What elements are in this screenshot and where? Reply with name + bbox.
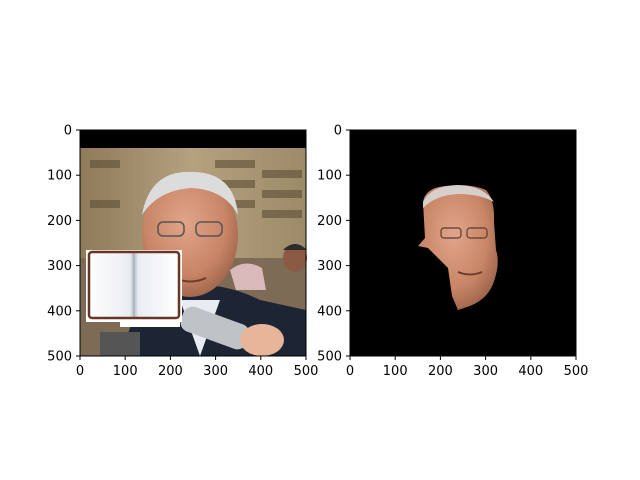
right-y-tick-label-500: 500 <box>317 350 342 365</box>
hair <box>142 171 238 215</box>
top-black-bar <box>80 130 306 148</box>
left-x-tick-label-500: 500 <box>294 364 319 379</box>
left-x-tick-label-200: 200 <box>158 364 183 379</box>
right-x-tick-label-500: 500 <box>564 364 589 379</box>
right-y-tick-label-300: 300 <box>317 259 342 274</box>
right-x-tick-label-100: 100 <box>383 364 408 379</box>
left-x-tick-label-0: 0 <box>76 364 84 379</box>
right-y-tick-label-200: 200 <box>317 214 342 229</box>
right-x-tick-label-400: 400 <box>518 364 543 379</box>
right-y-ticks: 0 100 200 300 400 500 <box>317 124 350 365</box>
left-photo <box>80 130 307 356</box>
left-x-tick-label-300: 300 <box>203 364 228 379</box>
face-segment <box>418 185 498 310</box>
left-axes-frame <box>79 129 307 357</box>
right-y-tick-label-0: 0 <box>334 124 342 139</box>
right-y-tick-label-100: 100 <box>317 169 342 184</box>
right-x-tick-label-0: 0 <box>346 364 354 379</box>
left-x-tick-label-400: 400 <box>248 364 273 379</box>
right-axes-frame <box>349 129 577 357</box>
book-overlay <box>86 250 182 327</box>
right-x-ticks: 0 100 200 300 400 500 <box>346 356 589 379</box>
bystander-head <box>283 244 307 272</box>
right-x-tick-label-200: 200 <box>428 364 453 379</box>
left-y-tick-label-200: 200 <box>47 214 72 229</box>
microphone <box>180 306 250 350</box>
left-y-tick-label-500: 500 <box>47 350 72 365</box>
right-x-tick-label-300: 300 <box>473 364 498 379</box>
right-y-tick-label-400: 400 <box>317 304 342 319</box>
left-y-tick-label-0: 0 <box>64 124 72 139</box>
right-panel: 0 100 200 300 400 500 0 100 200 300 400 … <box>317 124 588 380</box>
left-y-tick-label-300: 300 <box>47 259 72 274</box>
left-y-ticks: 0 100 200 300 400 500 <box>47 124 80 365</box>
left-y-tick-label-400: 400 <box>47 304 72 319</box>
left-panel: 0 100 200 300 400 500 0 100 200 300 400 … <box>47 124 318 380</box>
left-x-tick-label-100: 100 <box>113 364 138 379</box>
left-y-tick-label-100: 100 <box>47 169 72 184</box>
left-x-ticks: 0 100 200 300 400 500 <box>76 356 319 379</box>
